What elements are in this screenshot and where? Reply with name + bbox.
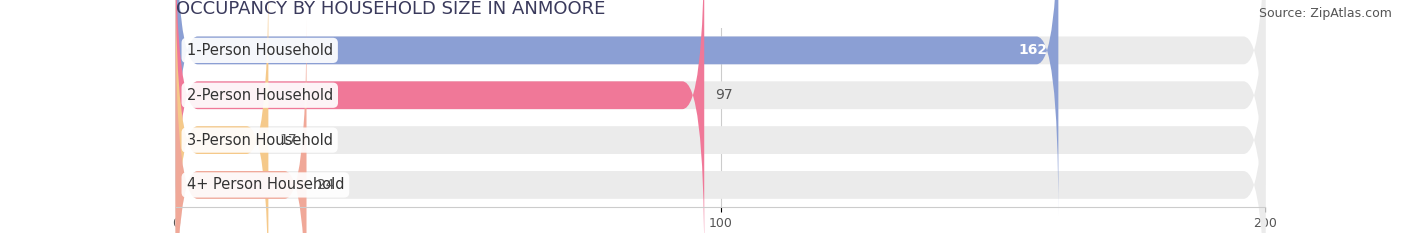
FancyBboxPatch shape — [176, 0, 269, 233]
FancyBboxPatch shape — [176, 0, 704, 233]
FancyBboxPatch shape — [176, 0, 1265, 233]
Text: 1-Person Household: 1-Person Household — [187, 43, 333, 58]
Text: 3-Person Household: 3-Person Household — [187, 133, 333, 147]
FancyBboxPatch shape — [176, 0, 1265, 216]
FancyBboxPatch shape — [176, 19, 1265, 233]
Text: 17: 17 — [280, 133, 297, 147]
Text: 2-Person Household: 2-Person Household — [187, 88, 333, 103]
Text: OCCUPANCY BY HOUSEHOLD SIZE IN ANMOORE: OCCUPANCY BY HOUSEHOLD SIZE IN ANMOORE — [176, 0, 605, 18]
Text: 4+ Person Household: 4+ Person Household — [187, 178, 344, 192]
Text: Source: ZipAtlas.com: Source: ZipAtlas.com — [1258, 7, 1392, 20]
Text: 97: 97 — [716, 88, 733, 102]
FancyBboxPatch shape — [176, 0, 1265, 233]
FancyBboxPatch shape — [176, 19, 307, 233]
FancyBboxPatch shape — [176, 0, 1059, 216]
Text: 24: 24 — [318, 178, 335, 192]
Text: 162: 162 — [1018, 43, 1047, 57]
